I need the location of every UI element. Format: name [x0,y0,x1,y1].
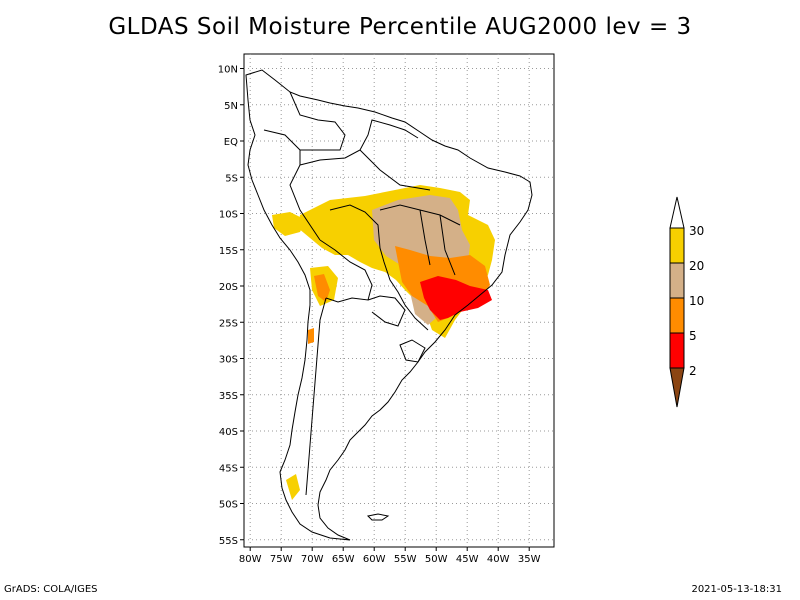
lon-tick-label: 55W [394,554,417,565]
lat-tick-label: 30S [219,355,238,366]
colorbar-label-10: 10 [689,294,704,308]
border-bolivia [319,239,373,303]
footer-timestamp: 2021-05-13-18:31 [691,584,782,595]
colorbar-label-2: 2 [689,364,697,378]
lon-tick-label: 65W [332,554,355,565]
lat-tick-label: 50S [219,500,238,511]
lat-tick-label: 15S [219,246,238,257]
lat-tick-label: 40S [219,427,238,438]
lat-tick-label: 10S [219,210,238,221]
colorbar-label-5: 5 [689,329,697,343]
shade-2-5-south [420,276,492,320]
lat-tick-label: 20S [219,282,238,293]
border-peru-ecuador [263,129,321,241]
lat-tick-label: 5S [225,173,238,184]
lat-tick-label: 25S [219,318,238,329]
colorbar-cap-top [669,196,685,229]
lat-tick-label: 55S [219,536,238,547]
colorbar-bin-5-10 [669,297,685,334]
border-paraguay [367,295,406,327]
lon-tick-label: 40W [487,554,510,565]
percentile-shading [272,185,495,500]
lat-tick-label: EQ [224,137,238,148]
colorbar-legend: 30 20 10 5 2 [669,196,704,408]
colorbar-cap-bottom [669,367,685,408]
lon-tick-label: 45W [456,554,479,565]
border-brazil-states [359,149,461,276]
map-frame [243,53,555,548]
border-argentina-chile [305,297,327,496]
map-title: GLDAS Soil Moisture Percentile AUG2000 l… [108,14,692,40]
lat-tick-label: 5N [224,101,238,112]
colorbar-bin-20-30 [669,227,685,264]
footer-credit: GrADS: COLA/IGES [4,584,98,595]
shade-chile-central [308,328,314,344]
longitude-axis: 80W 75W 70W 65W 60W 55W 50W 45W 40W 35W [239,547,541,565]
shade-patagonia [286,474,300,500]
lon-tick-label: 50W [425,554,448,565]
colorbar-label-20: 20 [689,259,704,273]
lat-tick-label: 45S [219,463,238,474]
border-uruguay [399,339,426,363]
shade-5-10-andes [314,274,330,302]
coastline [245,69,533,541]
lat-tick-label: 10N [218,65,238,76]
border-brazil-south [329,204,429,331]
colorbar-label-30: 30 [689,224,704,238]
colorbar-bin-10-20 [669,262,685,299]
lat-tick-label: 35S [219,391,238,402]
falkland-islands [366,513,390,521]
colorbar-bin-2-5 [669,332,685,369]
shade-20-30-andes-north [272,212,306,236]
border-brazil-west [299,119,419,166]
lon-tick-label: 80W [239,554,262,565]
border-colombia-venezuela [289,91,346,151]
latitude-axis: 10N 5N EQ 5S 10S 15S 20S 25S 30S 35S 40S 45S 50S 55S [218,65,244,547]
lon-tick-label: 35W [518,554,541,565]
lon-tick-label: 75W [270,554,293,565]
shade-10-20-south [410,292,436,325]
south-america-coast [245,69,533,541]
lon-tick-label: 70W [301,554,324,565]
lon-tick-label: 60W [363,554,386,565]
shade-10-20-brazil [372,195,470,278]
